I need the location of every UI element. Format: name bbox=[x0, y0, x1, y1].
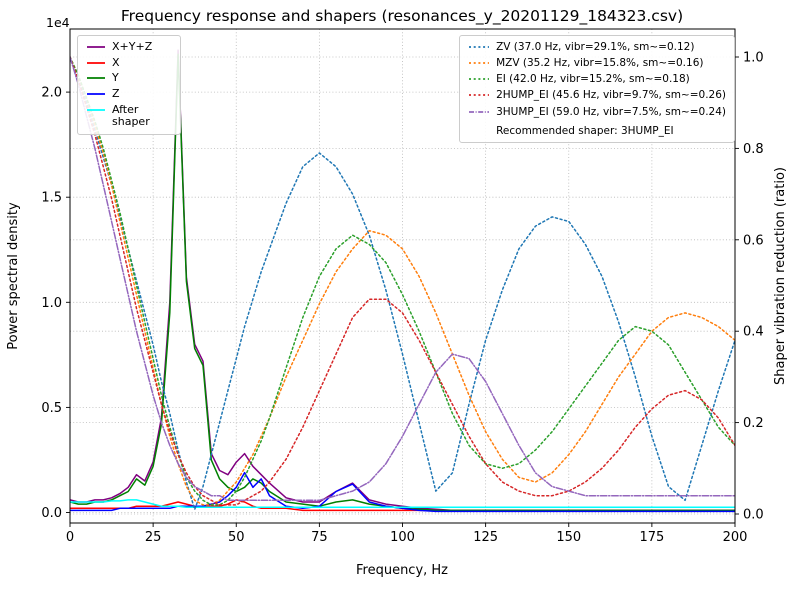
y-right-tick-label: 0.8 bbox=[743, 142, 764, 157]
legend-label: Y bbox=[112, 71, 119, 85]
series-line-shaper-3hump-ei bbox=[70, 56, 735, 502]
y-left-tick-label: 0.0 bbox=[41, 506, 62, 521]
legend-line-sample-shaper-2hump-ei bbox=[469, 94, 490, 97]
chart-title: Frequency response and shapers (resonanc… bbox=[121, 7, 683, 26]
series-curves bbox=[70, 49, 735, 513]
legend-line-sample-psd-z bbox=[87, 93, 105, 95]
legend-label: 2HUMP_EI (45.6 Hz, vibr=9.7%, sm~=0.26) bbox=[496, 89, 726, 102]
y-left-tick-label: 1.5 bbox=[41, 191, 62, 206]
legend-line-sample-psd-after-shaper bbox=[87, 108, 105, 111]
series-line-psd-after-shaper bbox=[70, 499, 735, 508]
shaper-legend: ZV (37.0 Hz, vibr=29.1%, sm~=0.12) MZV (3… bbox=[459, 35, 735, 143]
x-axis-label: Frequency, Hz bbox=[356, 563, 448, 578]
legend-item-shaper-ei: EI (42.0 Hz, vibr=15.2%, sm~=0.18) bbox=[468, 73, 726, 86]
legend-item-shaper-zv: ZV (37.0 Hz, vibr=29.1%, sm~=0.12) bbox=[468, 41, 726, 54]
y-left-tick-label: 2.0 bbox=[41, 86, 62, 101]
y-left-tick-label: 0.5 bbox=[41, 401, 62, 416]
x-tick-label: 200 bbox=[723, 530, 748, 545]
series-line-shaper-ei bbox=[70, 56, 735, 506]
legend-line-sample-psd-y bbox=[87, 77, 105, 80]
tick-labels: 0 25 50 75 100 125 150 175 200 0.0 0.5 1.0 1.5 2.0 0.0… bbox=[41, 51, 763, 546]
x-tick-label: 175 bbox=[639, 530, 664, 545]
y-axis-offset-text: 1e4 bbox=[46, 15, 70, 30]
legend-label: ZV (37.0 Hz, vibr=29.1%, sm~=0.12) bbox=[496, 41, 695, 53]
legend-line-sample-shaper-mzv bbox=[469, 62, 490, 64]
legend-line-sample-shaper-3hump-ei bbox=[469, 110, 490, 113]
legend-item-shaper-3hump-ei: 3HUMP_EI (59.0 Hz, vibr=7.5%, sm~=0.24) bbox=[468, 106, 726, 119]
legend-label: X+Y+Z bbox=[112, 40, 153, 53]
series-line-shaper-2hump-ei bbox=[70, 56, 735, 506]
y-axis-label-left: Power spectral density bbox=[6, 202, 21, 350]
x-tick-label: 0 bbox=[66, 530, 74, 545]
legend-item-psd-y: Y bbox=[86, 72, 172, 85]
recommended-shaper-note: Recommended shaper: 3HUMP_EI bbox=[496, 124, 674, 137]
x-tick-label: 125 bbox=[473, 530, 498, 545]
legend-item-psd-z: Z bbox=[86, 86, 172, 101]
legend-label: 3HUMP_EI (59.0 Hz, vibr=7.5%, sm~=0.24) bbox=[496, 105, 726, 118]
legend-line-sample-psd-x bbox=[87, 61, 105, 64]
series-line-psd-z bbox=[70, 471, 735, 513]
x-tick-label: 50 bbox=[228, 530, 245, 545]
y-right-tick-label: 0.4 bbox=[743, 325, 764, 340]
legend-item-psd-x: X bbox=[86, 55, 172, 70]
x-tick-label: 25 bbox=[145, 530, 162, 545]
legend-label: X bbox=[112, 55, 120, 69]
series-line-shaper-mzv bbox=[70, 56, 735, 506]
legend-label: EI (42.0 Hz, vibr=15.2%, sm~=0.18) bbox=[496, 73, 690, 86]
y-right-tick-label: 0.2 bbox=[743, 416, 764, 431]
y-right-tick-label: 0.6 bbox=[743, 233, 764, 248]
legend-line-sample-psd-xyz bbox=[87, 46, 105, 48]
legend-label: After shaper bbox=[112, 102, 150, 129]
y-right-tick-label: 1.0 bbox=[743, 51, 764, 66]
series-line-psd-y bbox=[70, 53, 735, 512]
x-tick-label: 75 bbox=[311, 530, 328, 545]
legend-item-psd-xyz: X+Y+Z bbox=[86, 40, 172, 54]
y-axis-label-right: Shaper vibration reduction (ratio) bbox=[773, 167, 788, 385]
psd-legend: X+Y+Z X Y Z After shaper bbox=[77, 35, 181, 135]
x-tick-label: 100 bbox=[390, 530, 415, 545]
y-right-tick-label: 0.0 bbox=[743, 508, 764, 523]
legend-line-sample-shaper-zv bbox=[469, 46, 490, 48]
y-left-tick-label: 1.0 bbox=[41, 296, 62, 311]
x-tick-label: 150 bbox=[556, 530, 581, 545]
series-line-shaper-zv bbox=[70, 56, 735, 511]
legend-line-sample-shaper-ei bbox=[469, 78, 490, 81]
axis-ticks bbox=[66, 56, 739, 527]
legend-item-shaper-2hump-ei: 2HUMP_EI (45.6 Hz, vibr=9.7%, sm~=0.26) bbox=[468, 89, 726, 102]
legend-label: MZV (35.2 Hz, vibr=15.8%, sm~=0.16) bbox=[496, 57, 704, 70]
legend-label: Z bbox=[112, 86, 120, 100]
legend-item-shaper-mzv: MZV (35.2 Hz, vibr=15.8%, sm~=0.16) bbox=[468, 57, 726, 70]
legend-item-psd-after-shaper: After shaper bbox=[86, 102, 172, 129]
